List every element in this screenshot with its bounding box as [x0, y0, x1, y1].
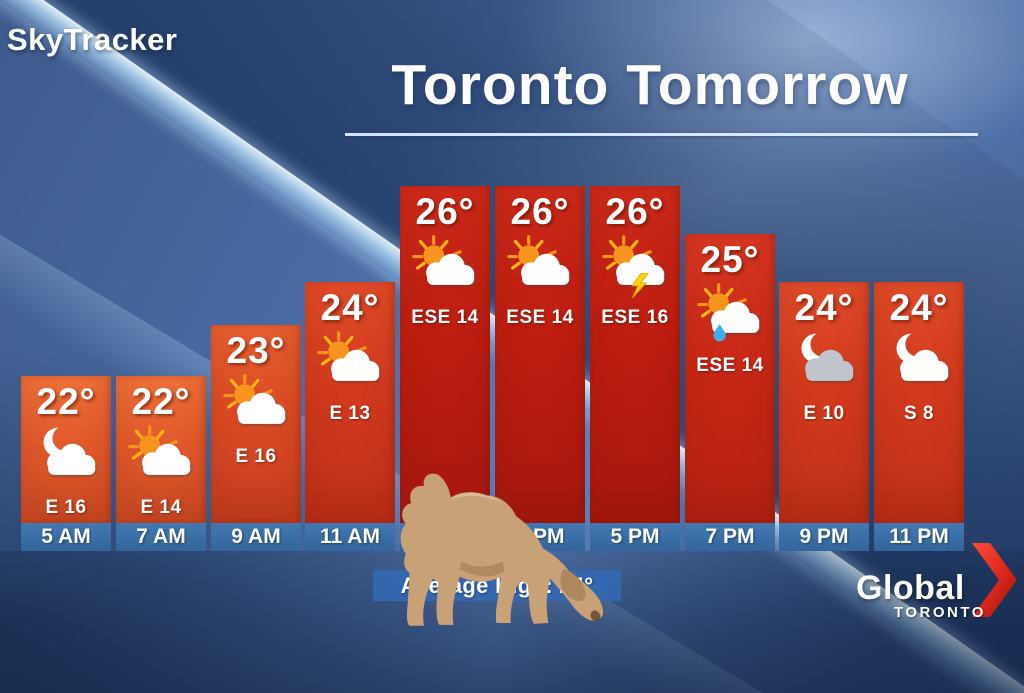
sun-cloud-icon	[503, 232, 577, 300]
time-label: 11 AM	[305, 523, 395, 551]
forecast-column: 22° E 16 5 AM	[21, 0, 111, 693]
temperature-value: 22°	[131, 381, 191, 422]
title-underline	[345, 133, 978, 136]
global-chevron-icon	[972, 543, 1017, 617]
moon-cloud-gray-icon	[787, 328, 861, 396]
time-label: 7 AM	[116, 523, 206, 551]
temperature-value: 24°	[320, 287, 380, 328]
time-label: 9 PM	[779, 523, 869, 551]
temperature-value: 26°	[510, 191, 570, 232]
temperature-value: 26°	[605, 191, 665, 232]
time-label: 7 PM	[685, 523, 775, 551]
time-label: 9 AM	[211, 523, 301, 551]
temp-bar: 23° E 16	[211, 325, 301, 523]
wind-label: ESE 14	[696, 354, 764, 376]
temp-bar: 26° ESE 16	[590, 186, 680, 523]
sun-cloud-lightning-icon	[598, 232, 672, 300]
forecast-column: 24° S 8 11 PM	[874, 0, 964, 693]
wind-label: ESE 14	[411, 306, 479, 328]
forecast-column: 24° E 10 9 PM	[779, 0, 869, 693]
wind-label: E 13	[329, 402, 371, 424]
temperature-value: 22°	[36, 381, 96, 422]
temperature-value: 26°	[415, 191, 475, 232]
global-toronto-label: TORONTO	[894, 604, 986, 621]
temp-bar: 26° ESE 14	[495, 186, 585, 523]
moon-cloud-icon	[882, 328, 956, 396]
temp-bar: 26° ESE 14	[400, 186, 490, 523]
wind-label: ESE 16	[601, 306, 669, 328]
wind-label: E 14	[140, 496, 182, 518]
temperature-value: 24°	[794, 287, 854, 328]
page-title: Toronto Tomorrow	[391, 53, 909, 117]
sun-cloud-icon	[219, 371, 293, 439]
time-label: 5 AM	[21, 523, 111, 551]
wind-label: E 10	[803, 402, 845, 424]
wind-label: E 16	[235, 445, 277, 467]
temperature-value: 24°	[889, 287, 949, 328]
dog-overlay	[400, 473, 604, 626]
sun-cloud-icon	[124, 422, 198, 490]
temperature-value: 23°	[226, 330, 286, 371]
temp-bar: 24° S 8	[874, 282, 964, 523]
wind-label: S 8	[903, 402, 935, 424]
temperature-value: 25°	[700, 239, 760, 280]
skytracker-logo: SkyTracker	[7, 22, 178, 57]
global-toronto-logo: Global TORONTO	[850, 543, 1024, 633]
time-label: 5 PM	[590, 523, 680, 551]
wind-label: ESE 14	[506, 306, 574, 328]
sun-cloud-icon	[408, 232, 482, 300]
temp-bar: 24° E 10	[779, 282, 869, 523]
time-label: 11 PM	[874, 523, 964, 551]
moon-cloud-icon	[29, 422, 103, 490]
temp-bar: 24° E 13	[305, 282, 395, 523]
forecast-column: 25° ESE 14 7 PM	[685, 0, 775, 693]
forecast-column: 23° E 16 9 AM	[211, 0, 301, 693]
forecast-column: 26° ESE 16 5 PM	[590, 0, 680, 693]
forecast-column: 24° E 13 11 AM	[305, 0, 395, 693]
forecast-column: 22° E 14 7 AM	[116, 0, 206, 693]
sun-cloud-rain-icon	[693, 280, 767, 348]
wind-label: E 16	[45, 496, 87, 518]
temp-bar: 25° ESE 14	[685, 234, 775, 523]
global-wordmark: Global	[856, 569, 965, 607]
sun-cloud-icon	[313, 328, 387, 396]
temp-bar: 22° E 14	[116, 376, 206, 523]
temp-bar: 22° E 16	[21, 376, 111, 523]
